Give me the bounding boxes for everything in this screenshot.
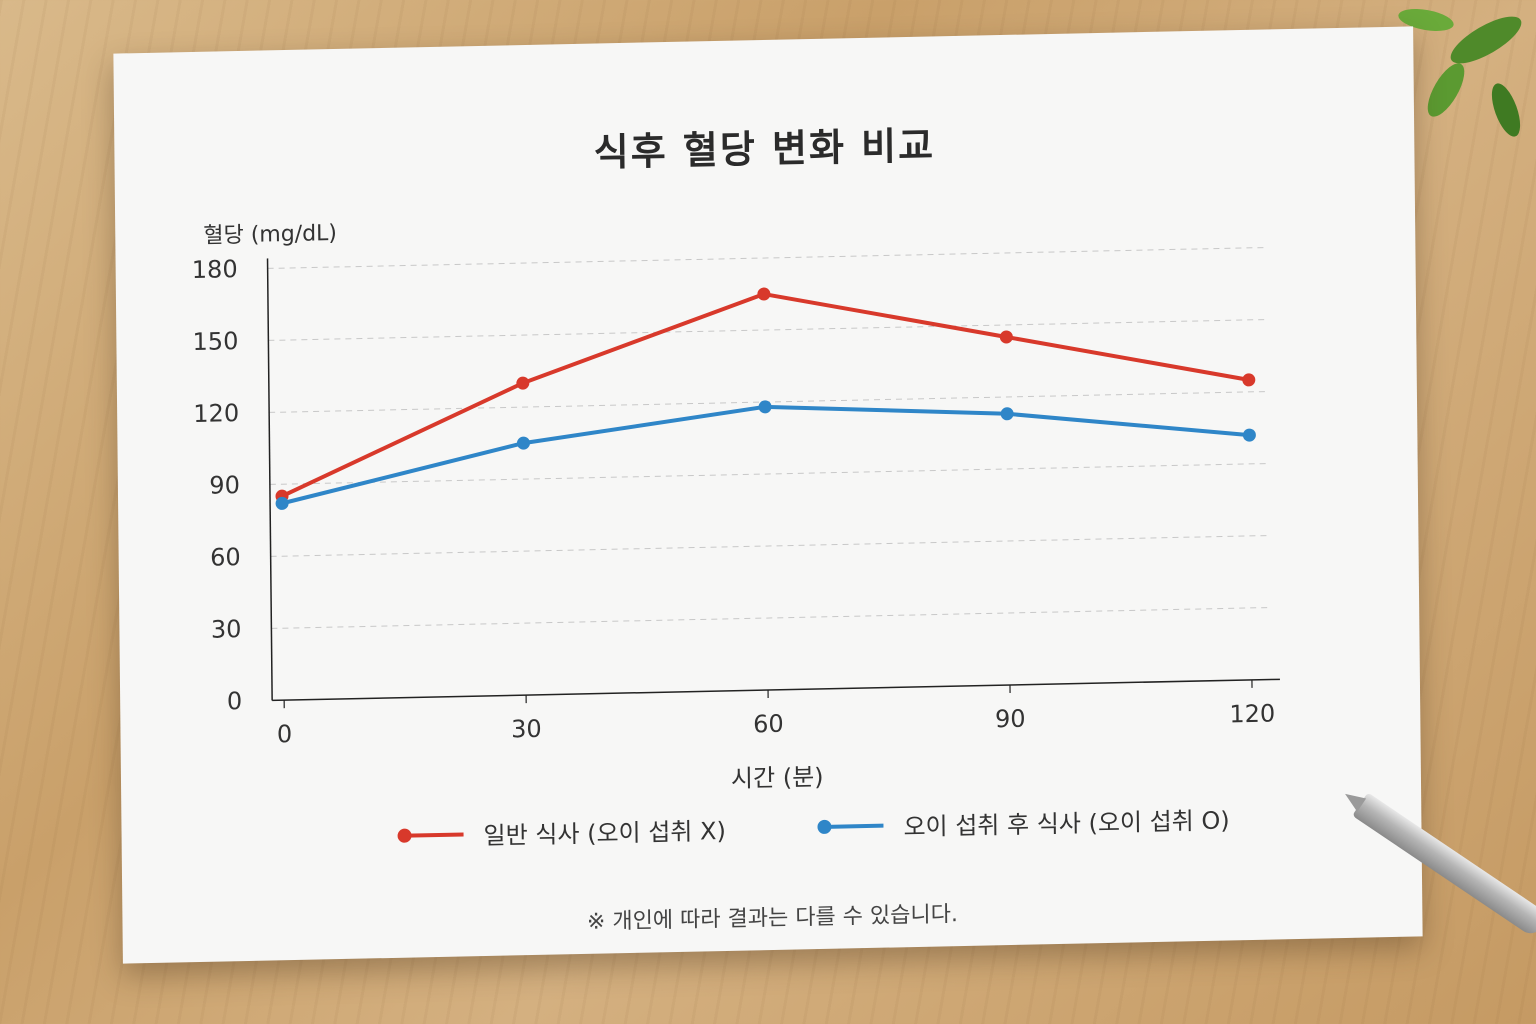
x-tick-label: 60 (753, 710, 784, 739)
y-tick-label: 90 (209, 471, 240, 500)
y-tick-label: 0 (227, 687, 243, 715)
y-axis-line (266, 258, 273, 701)
gridline (269, 463, 1268, 485)
x-tick-label: 90 (995, 705, 1026, 734)
y-tick-label: 180 (192, 255, 238, 284)
data-point (1242, 373, 1256, 387)
legend-label-cucumber: 오이 섭취 후 식사 (오이 섭취 O) (903, 806, 1230, 842)
data-point (1000, 407, 1014, 421)
data-point (275, 496, 289, 510)
gridline (271, 607, 1270, 629)
y-tick-label: 120 (193, 399, 239, 428)
legend-swatch-regular (401, 831, 464, 838)
legend-swatch-cucumber (821, 823, 884, 829)
gridline (270, 535, 1269, 557)
legend-item-regular: 일반 식사 (오이 섭취 X) (401, 811, 726, 853)
data-point (1242, 428, 1256, 442)
y-tick-label: 150 (192, 327, 238, 356)
x-tick-label: 120 (1229, 699, 1275, 728)
gridline (268, 319, 1267, 341)
plant-leaves (1398, 9, 1522, 137)
legend-label-regular: 일반 식사 (오이 섭취 X) (483, 816, 726, 851)
data-point (757, 287, 771, 301)
y-tick-label: 30 (211, 615, 242, 644)
series-line-0 (281, 292, 1250, 498)
x-tick-label: 30 (511, 715, 542, 744)
data-point (999, 330, 1013, 344)
data-point (758, 400, 772, 414)
x-axis-line (272, 678, 1280, 702)
legend-item-cucumber: 오이 섭취 후 식사 (오이 섭취 O) (821, 800, 1230, 844)
x-tick-label: 0 (277, 720, 293, 748)
y-tick-label: 60 (210, 543, 241, 572)
line-chart: 0 30 60 90 120 150 180 0 30 60 90 120 (192, 247, 1280, 748)
gridline (267, 247, 1266, 269)
paper-sheet: 식후 혈당 변화 비교 혈당 (mg/dL) 0 30 60 90 120 150 180 0… (113, 26, 1423, 964)
x-axis-label: 시간 (분) (730, 762, 824, 793)
data-point (516, 376, 530, 390)
data-point (516, 436, 530, 450)
